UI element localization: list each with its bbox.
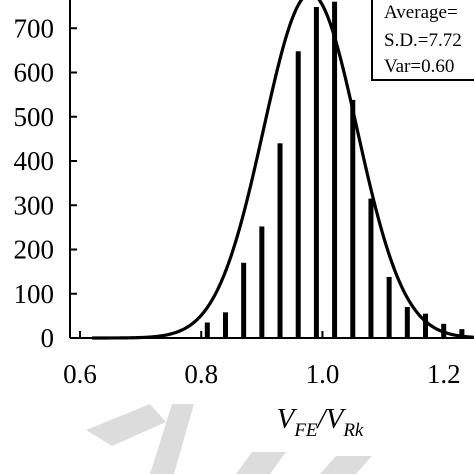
stats-box-frame bbox=[371, 0, 474, 81]
watermark-stroke bbox=[320, 456, 372, 474]
x-tick-label: 1.2 bbox=[427, 359, 461, 389]
histogram-bar bbox=[204, 322, 210, 338]
histogram-bar bbox=[404, 307, 410, 338]
watermark-shapes bbox=[86, 404, 372, 474]
histogram-bar bbox=[350, 99, 356, 338]
y-tick-label: 100 bbox=[14, 279, 55, 309]
x-tick-label: 0.6 bbox=[63, 359, 97, 389]
histogram-bars bbox=[204, 1, 465, 338]
y-tick-label: 600 bbox=[14, 58, 55, 88]
tick-labels: 01002003004005006007008000.60.81.01.2 bbox=[14, 13, 461, 389]
y-tick-label: 200 bbox=[14, 235, 55, 265]
histogram-bar bbox=[459, 329, 465, 338]
y-tick-label: 700 bbox=[14, 13, 55, 43]
stats-box: Average= S.D.=7.72 Var=0.60 bbox=[371, 0, 474, 81]
watermark-stroke bbox=[86, 404, 166, 446]
histogram-bar bbox=[332, 1, 338, 338]
x-axis-title: VFE/VRk bbox=[277, 403, 364, 441]
x-tick-label: 1.0 bbox=[306, 359, 340, 389]
stats-line: S.D.=7.72 bbox=[384, 30, 462, 51]
watermark-stroke bbox=[236, 452, 286, 474]
histogram-bar bbox=[295, 51, 301, 338]
y-tick-label: 500 bbox=[14, 102, 55, 132]
histogram-bar bbox=[277, 143, 283, 338]
x-axis-title-part: FE bbox=[293, 420, 318, 441]
x-axis-title-part: Rk bbox=[342, 420, 364, 441]
y-tick-label: 0 bbox=[41, 323, 55, 353]
x-axis-title-part: / bbox=[316, 403, 329, 435]
y-tick-label: 400 bbox=[14, 146, 55, 176]
histogram-bar bbox=[423, 313, 429, 338]
histogram-bar bbox=[386, 276, 392, 338]
stats-line: Var=0.60 bbox=[384, 56, 454, 77]
x-axis-label: VFE/VRk bbox=[277, 403, 364, 441]
histogram-bar bbox=[222, 312, 228, 338]
histogram-bar bbox=[368, 198, 374, 338]
normal-curve-line bbox=[92, 0, 474, 340]
x-tick-label: 0.8 bbox=[184, 359, 218, 389]
stats-line: Average= bbox=[384, 2, 458, 23]
histogram-bar bbox=[313, 7, 319, 338]
normal-curve bbox=[92, 0, 474, 340]
x-axis-title-part: V bbox=[277, 403, 298, 435]
watermark-stroke bbox=[150, 404, 194, 474]
histogram-bar bbox=[259, 226, 265, 338]
y-tick-label: 300 bbox=[14, 190, 55, 220]
histogram-bar bbox=[241, 262, 247, 338]
x-axis-title-part: V bbox=[326, 403, 347, 435]
